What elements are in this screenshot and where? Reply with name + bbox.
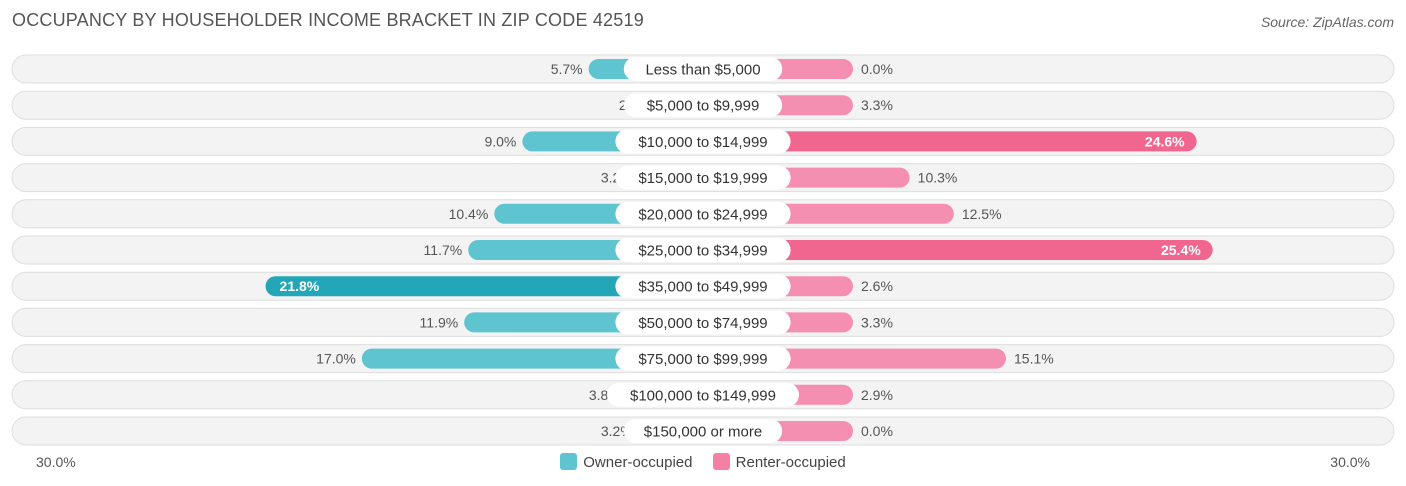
legend-item-renter: Renter-occupied [712, 453, 846, 472]
category-pill [607, 382, 799, 407]
category-pill [615, 129, 791, 154]
category-pill [623, 419, 783, 443]
category-pill [615, 201, 791, 226]
source-label: Source: ZipAtlas.com [1260, 14, 1394, 30]
legend-item-owner: Owner-occupied [560, 453, 692, 471]
owner-bar [265, 276, 703, 297]
legend-swatch-owner [560, 453, 578, 471]
category-label: $15,000 to $19,999 [638, 170, 767, 187]
category-label: $20,000 to $24,999 [638, 206, 767, 223]
category-pill [615, 165, 791, 190]
axis-right-label: 30.0% [1330, 454, 1370, 470]
renter-value-label: 0.0% [861, 423, 893, 439]
category-pill [623, 57, 783, 81]
category-label: $25,000 to $34,999 [638, 243, 767, 260]
category-label: $10,000 to $14,999 [638, 134, 767, 151]
renter-value-label: 3.3% [861, 97, 893, 113]
legend-swatch-renter [712, 453, 730, 471]
owner-value-label: 9.0% [484, 133, 516, 149]
renter-value-label: 10.3% [918, 170, 958, 186]
category-pill [615, 310, 791, 335]
renter-value-label: 12.5% [962, 206, 1002, 222]
renter-bar [703, 131, 1197, 152]
chart-title: OCCUPANCY BY HOUSEHOLDER INCOME BRACKET … [12, 10, 644, 30]
renter-value-label: 15.1% [1014, 351, 1054, 367]
category-label: $5,000 to $9,999 [647, 98, 760, 115]
owner-value-label: 21.8% [280, 278, 320, 294]
renter-value-label: 2.6% [861, 278, 893, 294]
owner-value-label: 10.4% [449, 206, 489, 222]
owner-value-label: 11.7% [424, 242, 463, 258]
owner-value-label: 11.9% [420, 314, 459, 330]
category-label: $150,000 or more [644, 424, 762, 441]
renter-value-label: 0.0% [861, 61, 893, 77]
category-label: Less than $5,000 [645, 62, 760, 79]
category-label: $100,000 to $149,999 [630, 387, 776, 404]
category-pill [615, 274, 791, 299]
owner-value-label: 17.0% [316, 351, 356, 367]
category-pill [615, 238, 791, 262]
category-pill [623, 93, 783, 118]
renter-value-label: 25.4% [1161, 242, 1201, 258]
category-label: $35,000 to $49,999 [638, 279, 767, 296]
owner-value-label: 5.7% [551, 61, 583, 77]
renter-value-label: 24.6% [1145, 133, 1185, 149]
legend: Owner-occupied Renter-occupied [0, 453, 1406, 471]
renter-value-label: 2.9% [861, 387, 893, 403]
category-pill [615, 346, 791, 371]
category-label: $75,000 to $99,999 [638, 351, 767, 368]
legend-label-owner: Owner-occupied [583, 454, 693, 472]
legend-label-renter: Renter-occupied [735, 454, 846, 472]
renter-value-label: 3.3% [861, 314, 893, 330]
axis-left-label: 30.0% [36, 454, 76, 470]
category-label: $50,000 to $74,999 [638, 315, 767, 332]
chart-area: 5.7%0.0%Less than $5,0002.3%3.3%$5,000 t… [11, 54, 1395, 446]
renter-bar [703, 240, 1213, 260]
